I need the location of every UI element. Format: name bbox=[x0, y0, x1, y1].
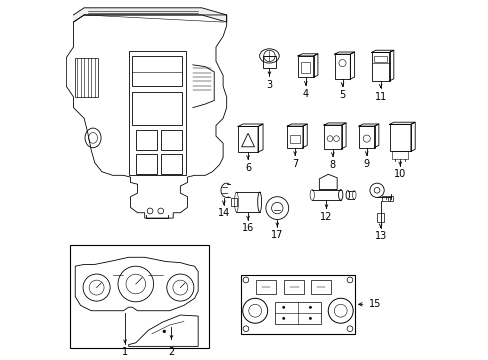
Bar bbox=[136, 130, 157, 150]
Text: 2: 2 bbox=[168, 347, 174, 357]
Bar bbox=[391, 152, 407, 158]
Circle shape bbox=[163, 330, 165, 333]
Text: 13: 13 bbox=[374, 231, 386, 241]
Text: 9: 9 bbox=[363, 159, 369, 169]
Text: 16: 16 bbox=[242, 224, 254, 233]
Bar bbox=[274, 302, 321, 324]
Bar bbox=[136, 154, 157, 174]
Text: 12: 12 bbox=[320, 212, 332, 222]
Bar bbox=[128, 51, 185, 175]
Bar bbox=[290, 135, 299, 143]
Text: 15: 15 bbox=[368, 299, 380, 309]
Bar bbox=[132, 56, 182, 86]
Text: 6: 6 bbox=[244, 163, 251, 173]
Bar bbox=[241, 275, 354, 334]
Bar bbox=[371, 52, 389, 81]
Bar bbox=[161, 154, 182, 174]
Bar bbox=[284, 280, 304, 294]
Circle shape bbox=[308, 317, 311, 320]
Text: 11: 11 bbox=[374, 91, 386, 102]
Bar bbox=[382, 195, 392, 201]
Text: 3: 3 bbox=[266, 80, 272, 90]
Bar bbox=[310, 280, 330, 294]
Text: 8: 8 bbox=[329, 160, 335, 170]
Bar bbox=[297, 56, 313, 77]
Text: 4: 4 bbox=[302, 89, 308, 99]
Text: 5: 5 bbox=[339, 90, 345, 100]
Bar bbox=[373, 56, 386, 62]
Bar bbox=[334, 54, 349, 79]
Bar bbox=[376, 213, 384, 222]
Text: 14: 14 bbox=[217, 208, 229, 218]
Polygon shape bbox=[73, 8, 226, 22]
Text: 7: 7 bbox=[291, 159, 298, 169]
Bar bbox=[286, 126, 303, 148]
Bar bbox=[389, 124, 410, 152]
Text: 1: 1 bbox=[122, 347, 128, 357]
Bar bbox=[263, 56, 275, 68]
Bar bbox=[238, 126, 258, 152]
Bar bbox=[324, 125, 341, 149]
Circle shape bbox=[282, 317, 285, 320]
Text: 17: 17 bbox=[270, 230, 283, 240]
Bar bbox=[75, 58, 98, 97]
Circle shape bbox=[282, 306, 285, 309]
Bar bbox=[161, 130, 182, 150]
Bar bbox=[358, 126, 374, 148]
Bar bbox=[255, 280, 275, 294]
Text: 10: 10 bbox=[393, 169, 406, 179]
Bar bbox=[70, 245, 208, 348]
Bar bbox=[301, 62, 310, 73]
Bar bbox=[231, 198, 236, 206]
Circle shape bbox=[308, 306, 311, 309]
Bar bbox=[132, 91, 182, 125]
